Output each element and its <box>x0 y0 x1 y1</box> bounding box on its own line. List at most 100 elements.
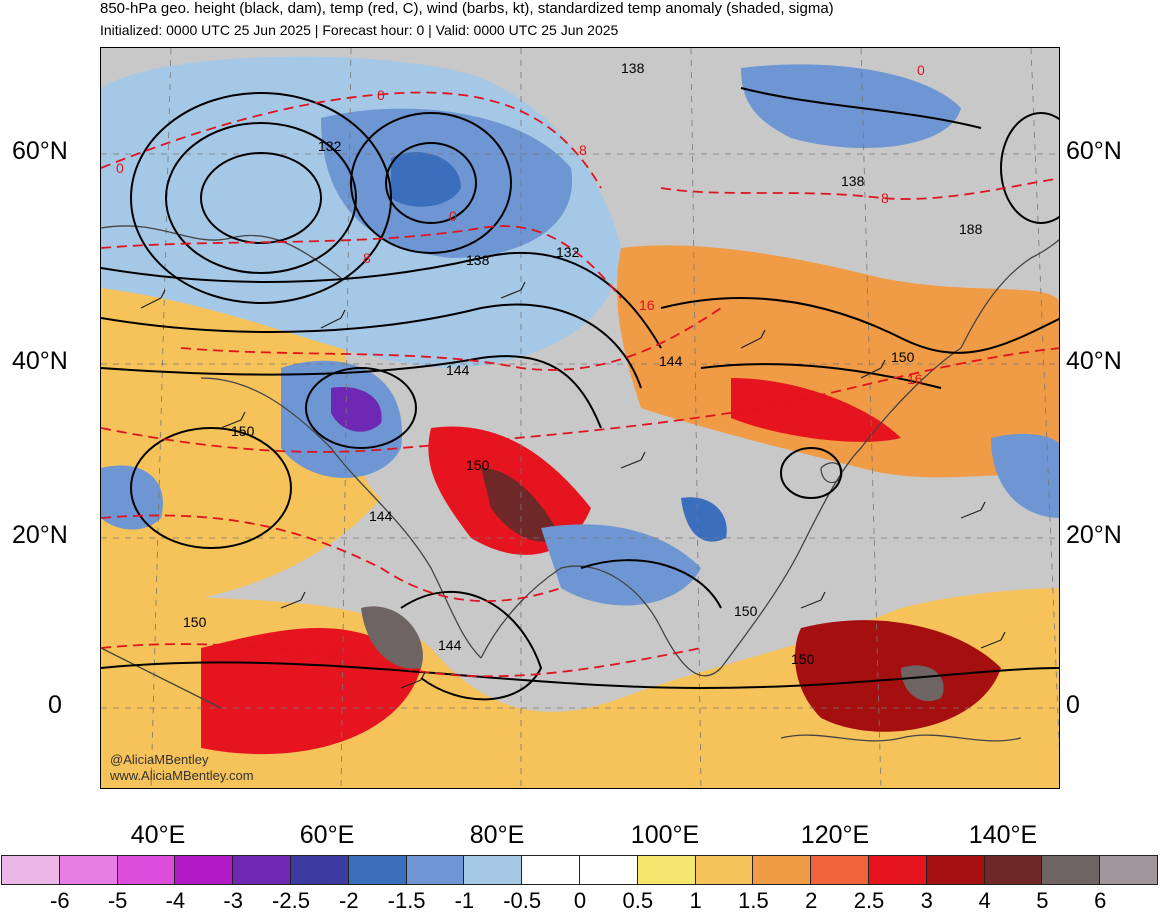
colorbar-label: 4 <box>978 888 991 913</box>
colorbar-label: -2.5 <box>272 888 310 913</box>
height-label: 150 <box>183 614 207 630</box>
height-label: 132 <box>318 138 342 154</box>
colorbar-swatch <box>116 855 176 885</box>
map-title: 850-hPa geo. height (black, dam), temp (… <box>100 0 834 17</box>
colorbar-swatch <box>810 855 869 885</box>
lat-label-left: 40°N <box>12 347 68 375</box>
colorbar <box>1 855 1158 885</box>
anomaly-extreme-arabian <box>361 606 423 669</box>
colorbar-swatch <box>867 855 927 885</box>
anomaly-warm-core <box>731 378 901 442</box>
anomaly-cold-pacific <box>991 433 1059 518</box>
anomaly-extreme-maritime <box>901 665 944 702</box>
height-label: 150 <box>231 423 255 439</box>
colorbar-label: -0.5 <box>503 888 542 913</box>
height-label: 150 <box>734 603 758 619</box>
colorbar-label: -5 <box>107 888 128 913</box>
temp-label: 0 <box>377 87 385 103</box>
colorbar-label: 1 <box>689 888 702 913</box>
temperature-contours <box>101 91 1059 678</box>
colorbar-swatch <box>1099 855 1158 885</box>
temp-label: 8 <box>579 142 587 158</box>
height-label: 138 <box>621 60 645 76</box>
height-contours <box>101 87 1059 701</box>
colorbar-label: 0 <box>573 888 587 913</box>
lat-label-right: 20°N <box>1066 521 1122 549</box>
temp-label: 0 <box>449 208 457 224</box>
height-label: 144 <box>446 362 470 378</box>
colorbar-label: 2.5 <box>853 888 885 913</box>
anomaly-warm-west <box>101 275 381 608</box>
colorbar-swatch <box>925 855 985 885</box>
height-label: 188 <box>959 221 983 237</box>
temp-label: 16 <box>639 297 655 313</box>
weather-map: 138 132 138 132 138 188 144 144 150 150 … <box>100 47 1060 789</box>
colorbar-swatch <box>983 855 1043 885</box>
lat-label-left: 20°N <box>12 521 68 549</box>
anomaly-warm-maritime <box>795 620 1001 732</box>
colorbar-label: 1.5 <box>738 888 769 913</box>
anomaly-warm-china <box>617 245 1059 478</box>
colorbar-swatch <box>1041 855 1101 885</box>
temp-label: 0 <box>917 62 925 78</box>
lon-label: 140°E <box>968 821 1038 849</box>
colorbar-label: 5 <box>1036 888 1049 913</box>
colorbar-swatch <box>752 855 812 885</box>
height-label: 144 <box>369 508 393 524</box>
colorbar-label: -1 <box>454 888 475 913</box>
colorbar-swatch <box>636 855 696 885</box>
height-label: 144 <box>659 353 683 369</box>
anomaly-cold-indochina-core <box>681 497 727 542</box>
colorbar-label: -6 <box>50 888 70 913</box>
anomaly-cold-core <box>391 152 461 207</box>
height-labels: 138 132 138 132 138 188 144 144 150 150 … <box>183 60 983 667</box>
anomaly-warm-arabian <box>201 628 421 755</box>
colorbar-swatch <box>232 855 291 885</box>
lon-label: 100°E <box>630 821 700 849</box>
temperature-labels: 0 0 0 0 8 8 8 16 16 24 <box>116 62 925 661</box>
map-subtitle: Initialized: 0000 UTC 25 Jun 2025 | Fore… <box>100 22 619 38</box>
lon-label: 60°E <box>299 821 355 849</box>
temp-label: 8 <box>881 190 889 206</box>
colorbar-swatch <box>405 855 465 885</box>
lon-label: 120°E <box>800 821 870 849</box>
map-canvas: 138 132 138 132 138 188 144 144 150 150 … <box>101 48 1059 788</box>
colorbar-swatch <box>694 855 754 885</box>
lon-label: 80°E <box>469 821 525 849</box>
colorbar-label: 3 <box>920 888 933 913</box>
temp-label: 24 <box>329 645 345 661</box>
colorbar-label: -4 <box>165 888 186 913</box>
colorbar-label: 2 <box>805 888 818 913</box>
height-label: 150 <box>891 349 915 365</box>
height-label: 138 <box>841 173 865 189</box>
height-label: 150 <box>791 651 815 667</box>
colorbar-swatch <box>174 855 234 885</box>
lat-label-right: 60°N <box>1066 137 1122 165</box>
lat-label-left: 60°N <box>12 137 68 165</box>
watermark-site: www.AliciaMBentley.com <box>110 768 254 783</box>
height-label: 132 <box>556 244 580 260</box>
colorbar-label: 6 <box>1094 888 1107 913</box>
height-label: 138 <box>466 252 490 268</box>
colorbar-swatch <box>521 855 580 885</box>
lon-label: 40°E <box>130 821 186 849</box>
colorbar-swatch <box>1 855 60 885</box>
lat-label-left: 0 <box>48 691 62 719</box>
temp-label: 0 <box>116 160 124 176</box>
colorbar-swatch <box>347 855 407 885</box>
colorbar-swatch <box>578 855 638 885</box>
colorbar-label: -1.5 <box>387 888 426 913</box>
anomaly-cold-indochina <box>541 524 701 606</box>
colorbar-swatch <box>58 855 118 885</box>
colorbar-label: 0.5 <box>622 888 654 913</box>
colorbar-label: -2 <box>339 888 359 913</box>
watermark-handle: @AliciaMBentley <box>110 752 209 767</box>
colorbar-swatch <box>463 855 523 885</box>
lat-label-right: 0 <box>1066 691 1080 719</box>
temp-label: 8 <box>363 250 371 266</box>
temp-label: 16 <box>907 371 923 387</box>
colorbar-swatch <box>289 855 349 885</box>
height-label: 150 <box>466 457 490 473</box>
anomaly-cold-caspian-core <box>331 387 382 432</box>
lat-label-right: 40°N <box>1066 347 1122 375</box>
